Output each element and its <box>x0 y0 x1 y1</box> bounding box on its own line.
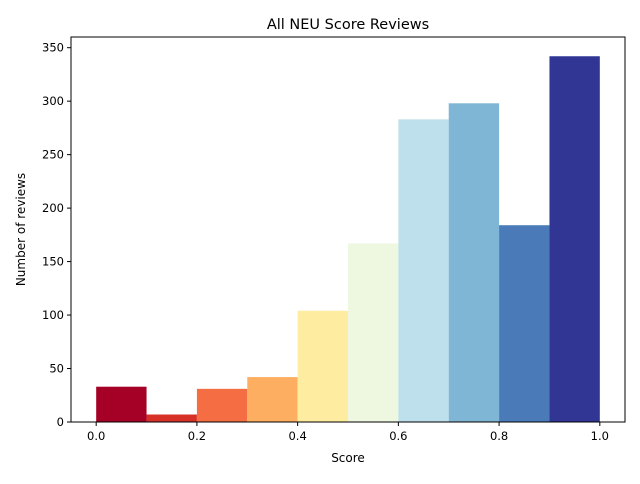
histogram-bar-9 <box>549 56 600 422</box>
histogram-bar-4 <box>297 310 348 422</box>
y-axis-ticks: 0 50 100 150 200 250 300 350 <box>42 41 71 429</box>
bars-group <box>96 56 600 423</box>
x-axis-ticks: 0.0 0.2 0.4 0.6 0.8 1.0 <box>87 422 609 443</box>
histogram-bar-8 <box>499 225 550 422</box>
y-tick-label-1: 50 <box>49 362 64 376</box>
x-tick-label-1: 0.2 <box>188 429 206 443</box>
x-tick-label-4: 0.8 <box>490 429 508 443</box>
x-tick-label-2: 0.4 <box>288 429 306 443</box>
y-tick-label-0: 0 <box>57 415 64 429</box>
x-axis-label: Score <box>331 451 365 465</box>
y-tick-label-2: 100 <box>42 308 64 322</box>
y-tick-label-3: 150 <box>42 255 64 269</box>
y-tick-label-6: 300 <box>42 94 64 108</box>
y-tick-label-5: 250 <box>42 148 64 162</box>
chart-title: All NEU Score Reviews <box>267 17 429 33</box>
x-tick-label-0: 0.0 <box>87 429 105 443</box>
y-tick-label-4: 200 <box>42 201 64 215</box>
histogram-bar-3 <box>247 377 298 422</box>
plot-area-frame <box>70 36 626 423</box>
histogram-bar-6 <box>398 119 449 422</box>
histogram-bar-2 <box>196 388 248 422</box>
histogram-bar-7 <box>448 103 500 423</box>
histogram-bar-1 <box>146 414 197 422</box>
x-tick-label-5: 1.0 <box>591 429 609 443</box>
histogram-bar-5 <box>348 243 399 422</box>
x-tick-label-3: 0.6 <box>389 429 407 443</box>
y-axis-label: Number of reviews <box>14 173 28 286</box>
y-tick-label-7: 350 <box>42 41 64 55</box>
histogram-bar-0 <box>96 386 147 422</box>
